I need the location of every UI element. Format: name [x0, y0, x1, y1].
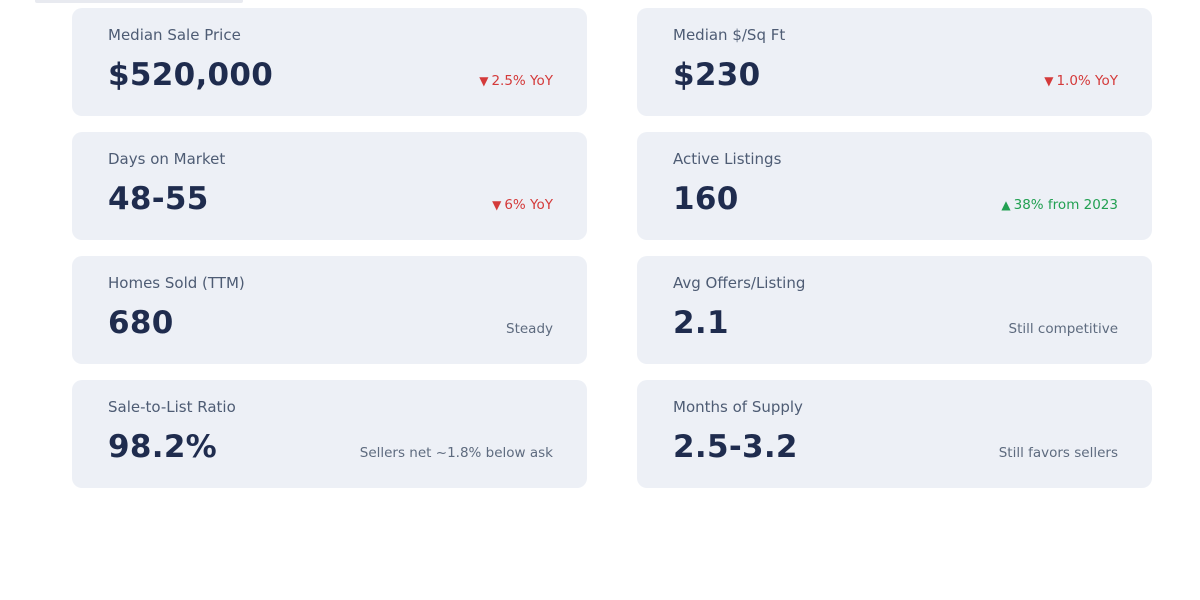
metric-trend: ▼ 2.5% YoY [479, 73, 553, 89]
metric-card-sale-to-list-ratio: Sale-to-List Ratio 98.2% Sellers net ~1.… [72, 380, 587, 488]
metric-value-row: $230 ▼ 1.0% YoY [673, 58, 1118, 92]
metric-label: Median Sale Price [108, 26, 241, 44]
metric-value-row: 48-55 ▼ 6% YoY [108, 182, 553, 216]
metric-trend-text: 6% YoY [504, 197, 553, 213]
metric-value-row: 680 Steady [108, 306, 553, 340]
triangle-down-icon: ▼ [479, 74, 489, 88]
metric-trend: ▼ 6% YoY [492, 197, 553, 213]
metric-value: 48-55 [108, 181, 209, 217]
metric-value: 680 [108, 305, 174, 341]
metric-value-row: 2.1 Still competitive [673, 306, 1118, 340]
metric-note-text: Sellers net ~1.8% below ask [359, 445, 553, 461]
metric-value-row: $520,000 ▼ 2.5% YoY [108, 58, 553, 92]
metric-trend: ▲ 38% from 2023 [1001, 197, 1118, 213]
metric-trend-text: 2.5% YoY [491, 73, 553, 89]
metric-label: Days on Market [108, 150, 226, 168]
triangle-up-icon: ▲ [1001, 198, 1011, 212]
metric-value-row: 160 ▲ 38% from 2023 [673, 182, 1118, 216]
clipped-top-element [35, 0, 243, 3]
metric-label: Sale-to-List Ratio [108, 398, 236, 416]
metric-card-median-sale-price: Median Sale Price $520,000 ▼ 2.5% YoY [72, 8, 587, 116]
metric-value: 2.1 [673, 305, 729, 341]
metric-card-active-listings: Active Listings 160 ▲ 38% from 2023 [637, 132, 1152, 240]
metric-note-text: Still favors sellers [998, 445, 1118, 461]
metric-value: 98.2% [108, 429, 218, 465]
metric-card-days-on-market: Days on Market 48-55 ▼ 6% YoY [72, 132, 587, 240]
metric-value: 2.5-3.2 [673, 429, 798, 465]
metric-trend-text: 38% from 2023 [1013, 197, 1118, 213]
metric-label: Median $/Sq Ft [673, 26, 786, 44]
metric-card-homes-sold: Homes Sold (TTM) 680 Steady [72, 256, 587, 364]
metric-note: Still favors sellers [999, 445, 1118, 461]
metric-card-median-price-per-sqft: Median $/Sq Ft $230 ▼ 1.0% YoY [637, 8, 1152, 116]
metric-value: $230 [673, 57, 761, 93]
metric-note-text: Steady [506, 321, 553, 337]
metric-label: Avg Offers/Listing [673, 274, 806, 292]
metric-trend-text: 1.0% YoY [1056, 73, 1118, 89]
metric-value-row: 2.5-3.2 Still favors sellers [673, 430, 1118, 464]
metric-value: 160 [673, 181, 739, 217]
metric-note-text: Still competitive [1008, 321, 1119, 337]
metric-note: Steady [506, 321, 553, 337]
metric-note: Still competitive [1009, 321, 1119, 337]
metric-value: $520,000 [108, 57, 274, 93]
triangle-down-icon: ▼ [492, 198, 502, 212]
metric-label: Months of Supply [673, 398, 803, 416]
metric-value-row: 98.2% Sellers net ~1.8% below ask [108, 430, 553, 464]
metric-note: Sellers net ~1.8% below ask [360, 445, 553, 461]
triangle-down-icon: ▼ [1044, 74, 1054, 88]
metric-trend: ▼ 1.0% YoY [1044, 73, 1118, 89]
metric-card-avg-offers-listing: Avg Offers/Listing 2.1 Still competitive [637, 256, 1152, 364]
metric-label: Active Listings [673, 150, 782, 168]
metric-label: Homes Sold (TTM) [108, 274, 245, 292]
metric-card-months-of-supply: Months of Supply 2.5-3.2 Still favors se… [637, 380, 1152, 488]
metrics-grid: Median Sale Price $520,000 ▼ 2.5% YoY Med… [72, 8, 1152, 488]
